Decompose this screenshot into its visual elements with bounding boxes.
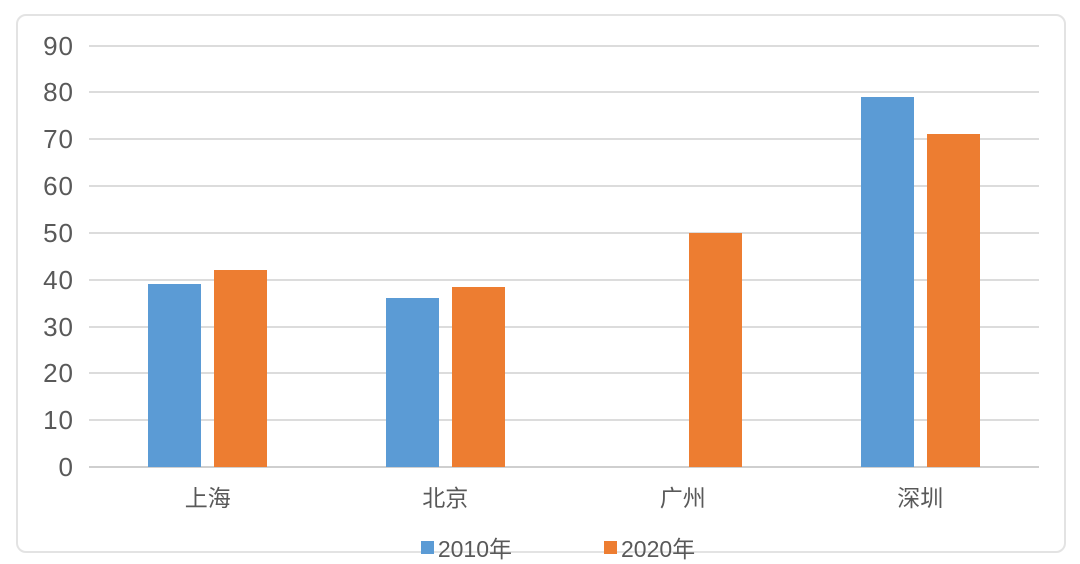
y-axis-tick-label-90: 90 (43, 30, 74, 61)
gridline-y70 (89, 138, 1039, 141)
chart-frame: 0 10 20 30 40 50 60 70 80 90 上海 北京 广州 深圳 2010年 2020年 (16, 14, 1066, 562)
plot-area: 0 10 20 30 40 50 60 70 80 90 上海 北京 广州 深圳 (18, 16, 1064, 551)
x-axis-category-label-0: 上海 (184, 485, 231, 511)
y-axis-tick-label-60: 60 (43, 171, 74, 201)
y-axis-tick-label-0: 0 (58, 452, 74, 482)
y-axis-tick-label-50: 50 (43, 217, 74, 248)
gridline-y10 (89, 419, 1039, 422)
legend-item-series1: 2020年 (604, 530, 695, 564)
legend-swatch-icon (420, 540, 434, 554)
legend-item-series0: 2010年 (420, 530, 512, 564)
x-axis-line (89, 466, 1039, 468)
bar-cat0-series1 (214, 270, 268, 467)
y-axis-tick-label-20: 20 (43, 358, 74, 389)
gridline-y50 (89, 231, 1039, 234)
gridline-y20 (89, 372, 1039, 375)
bar-cat3-series0 (860, 97, 914, 467)
gridline-y40 (89, 278, 1039, 281)
gridline-y30 (89, 325, 1039, 328)
bar-cat3-series1 (926, 134, 980, 467)
legend-label: 2010年 (437, 536, 512, 562)
y-axis-tick-label-10: 10 (43, 405, 74, 436)
gridline-y90 (89, 44, 1039, 47)
gridline-y80 (89, 91, 1039, 94)
y-axis-tick-label-40: 40 (43, 264, 74, 295)
x-axis-category-label-1: 北京 (422, 485, 469, 511)
bar-cat0-series0 (148, 284, 202, 467)
legend-label: 2020年 (621, 536, 696, 562)
gridline-y60 (89, 185, 1039, 187)
y-axis-tick-label-80: 80 (43, 77, 74, 108)
chart-legend: 2010年 2020年 (18, 530, 1080, 564)
y-axis-tick-label-70: 70 (43, 124, 74, 155)
bar-cat2-series1 (689, 232, 743, 467)
y-axis-tick-label-30: 30 (43, 311, 74, 342)
bar-cat1-series1 (451, 286, 505, 467)
x-axis-category-label-3: 深圳 (897, 485, 944, 511)
bar-cat1-series0 (385, 298, 439, 467)
legend-swatch-icon (604, 540, 617, 554)
x-axis-category-label-2: 广州 (659, 485, 706, 511)
